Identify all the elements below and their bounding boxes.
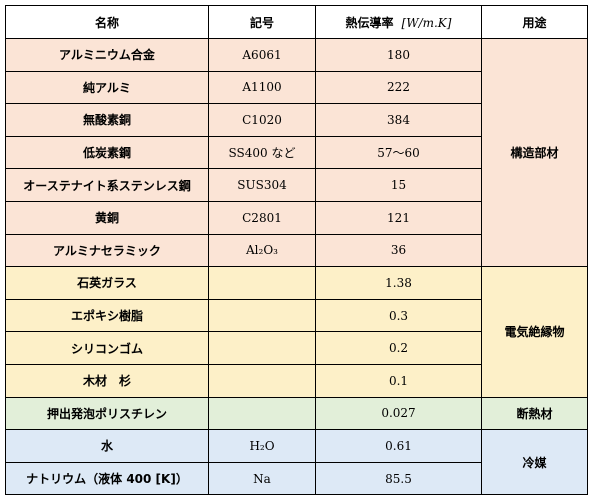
material-name: アルミニウム合金 [5, 38, 209, 72]
conductivity-value: 180 [315, 38, 482, 72]
material-symbol: A6061 [208, 38, 316, 72]
material-name: 純アルミ [5, 70, 209, 105]
conductivity-value: 0.027 [315, 396, 482, 431]
table-row: 水 H₂O 0.61 冷媒 [5, 429, 588, 495]
conductivity-value: 36 [315, 233, 482, 268]
conductivity-value: 0.61 [315, 429, 482, 463]
material-name: アルミナセラミック [5, 233, 209, 268]
table-row: アルミニウム合金 A6061 180 構造部材 [5, 37, 588, 268]
table-row: 石英ガラス 1.38 電気絶縁物 [5, 266, 588, 398]
table-row: エポキシ樹脂 0.3 [5, 298, 588, 333]
conductivity-value: 85.5 [315, 461, 482, 495]
material-name: 押出発泡ポリスチレン [5, 396, 209, 431]
conductivity-value: 57～60 [315, 135, 482, 170]
material-name: 黄銅 [5, 200, 209, 235]
material-symbol [208, 363, 316, 398]
use-structural: 構造部材 [481, 37, 588, 268]
conductivity-value: 384 [315, 103, 482, 137]
conductivity-value: 1.38 [315, 266, 482, 300]
material-name: シリコンゴム [5, 331, 209, 365]
table-row: 木材 杉 0.1 [5, 363, 588, 398]
material-symbol [208, 396, 316, 431]
conductivity-value: 121 [315, 200, 482, 235]
header-unit: [W/m.K] [401, 15, 452, 30]
header-conductivity: 熱伝導率 [W/m.K] [315, 5, 482, 39]
use-electrical: 電気絶縁物 [481, 266, 588, 398]
conductivity-value: 15 [315, 168, 482, 202]
conductivity-value: 222 [315, 70, 482, 105]
conductivity-value: 0.1 [315, 363, 482, 398]
table-row: 押出発泡ポリスチレン 0.027 断熱材 [5, 396, 588, 431]
conductivity-value: 0.3 [315, 298, 482, 333]
thermal-conductivity-table: 名称 記号 熱伝導率 [W/m.K] 用途 アルミニウム合金 A6061 180 … [5, 5, 588, 495]
material-name: ナトリウム（液体 400 [K]） [5, 461, 209, 495]
material-symbol [208, 298, 316, 333]
conductivity-value: 0.2 [315, 331, 482, 365]
material-name: 水 [5, 429, 209, 463]
material-symbol: C2801 [208, 200, 316, 235]
material-symbol: Na [208, 461, 316, 495]
material-symbol [208, 266, 316, 300]
header-row: 名称 記号 熱伝導率 [W/m.K] 用途 [5, 5, 588, 39]
material-name: 石英ガラス [5, 266, 209, 300]
material-symbol: SUS304 [208, 168, 316, 202]
header-name: 名称 [5, 5, 209, 39]
material-symbol: C1020 [208, 103, 316, 137]
use-coolant: 冷媒 [481, 429, 588, 495]
material-symbol [208, 331, 316, 365]
material-symbol: Al₂O₃ [208, 233, 316, 268]
header-symbol: 記号 [208, 5, 316, 39]
header-conductivity-label: 熱伝導率 [345, 15, 394, 30]
table-row: アルミナセラミック Al₂O₃ 36 [5, 233, 588, 268]
material-name: 無酸素銅 [5, 103, 209, 137]
material-symbol: H₂O [208, 429, 316, 463]
material-name: エポキシ樹脂 [5, 298, 209, 333]
material-name: 木材 杉 [5, 363, 209, 398]
material-symbol: A1100 [208, 70, 316, 105]
material-name: 低炭素鋼 [5, 135, 209, 170]
header-use: 用途 [481, 5, 588, 39]
use-thermal: 断熱材 [481, 396, 588, 431]
material-symbol: SS400 など [208, 135, 316, 170]
material-name: オーステナイト系ステンレス鋼 [5, 168, 209, 202]
